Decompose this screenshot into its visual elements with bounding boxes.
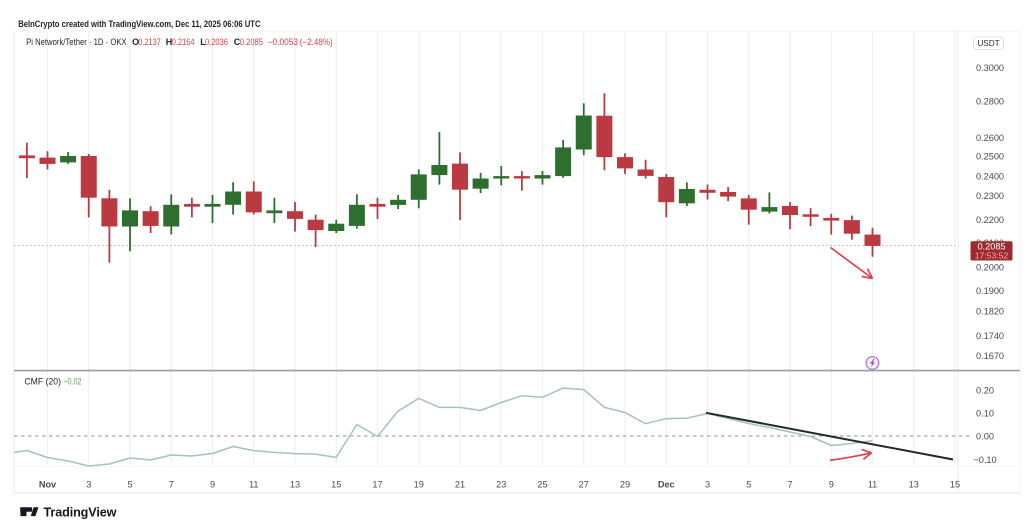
svg-text:O: O: [132, 37, 139, 47]
svg-text:0.2500: 0.2500: [976, 152, 1004, 162]
svg-text:0.2164: 0.2164: [172, 37, 195, 47]
svg-text:0.1740: 0.1740: [976, 331, 1004, 341]
svg-text:0.2300: 0.2300: [976, 191, 1004, 201]
svg-text:0.3000: 0.3000: [976, 63, 1004, 73]
svg-text:BeInCrypto created with Tradin: BeInCrypto created with TradingView.com,…: [18, 19, 261, 29]
svg-text:7: 7: [169, 479, 174, 489]
svg-text:0.10: 0.10: [976, 408, 994, 418]
svg-text:19: 19: [414, 479, 424, 489]
svg-text:21: 21: [455, 479, 465, 489]
svg-text:0.2200: 0.2200: [976, 215, 1004, 225]
svg-text:23: 23: [496, 479, 506, 489]
svg-text:13: 13: [290, 479, 300, 489]
svg-text:USDT: USDT: [977, 39, 999, 48]
svg-text:CMF (20): CMF (20): [24, 376, 61, 386]
svg-text:0.20: 0.20: [976, 385, 994, 395]
svg-text:Nov: Nov: [39, 479, 57, 489]
svg-text:15: 15: [331, 479, 341, 489]
svg-text:0.2137: 0.2137: [138, 37, 161, 47]
svg-text:−0.10: −0.10: [973, 455, 996, 465]
svg-text:0.2085: 0.2085: [240, 37, 263, 47]
svg-text:0.1820: 0.1820: [976, 306, 1004, 316]
svg-text:0.00: 0.00: [976, 431, 994, 441]
svg-text:TradingView: TradingView: [44, 505, 117, 519]
svg-text:0.1900: 0.1900: [976, 286, 1004, 296]
svg-text:−0.0053: −0.0053: [268, 37, 298, 47]
svg-text:25: 25: [537, 479, 547, 489]
svg-text:5: 5: [127, 479, 132, 489]
svg-text:Dec: Dec: [658, 479, 675, 489]
svg-text:17: 17: [372, 479, 382, 489]
svg-text:27: 27: [579, 479, 589, 489]
svg-text:3: 3: [86, 479, 91, 489]
svg-text:C: C: [234, 37, 241, 47]
svg-text:0.2400: 0.2400: [976, 172, 1004, 182]
svg-text:3: 3: [705, 479, 710, 489]
svg-text:0.1670: 0.1670: [976, 351, 1004, 361]
svg-text:9: 9: [829, 479, 834, 489]
svg-text:11: 11: [249, 479, 259, 489]
svg-text:11: 11: [868, 479, 878, 489]
svg-text:L: L: [200, 37, 206, 47]
svg-text:5: 5: [746, 479, 751, 489]
svg-text:0.2085: 0.2085: [977, 242, 1005, 252]
svg-text:0.2800: 0.2800: [976, 96, 1004, 106]
svg-text:9: 9: [210, 479, 215, 489]
svg-text:0.2600: 0.2600: [976, 133, 1004, 143]
svg-text:17:53:52: 17:53:52: [975, 250, 1009, 260]
svg-text:29: 29: [620, 479, 630, 489]
svg-text:H: H: [166, 37, 173, 47]
svg-text:Pi Network/Tether · 1D · OKX: Pi Network/Tether · 1D · OKX: [26, 37, 127, 47]
svg-text:(−2.48%): (−2.48%): [300, 37, 333, 47]
svg-text:7: 7: [787, 479, 792, 489]
svg-text:−0.02: −0.02: [64, 376, 82, 386]
svg-text:0.2036: 0.2036: [205, 37, 228, 47]
svg-text:0.2000: 0.2000: [976, 262, 1004, 272]
svg-text:15: 15: [950, 479, 960, 489]
svg-text:13: 13: [909, 479, 919, 489]
